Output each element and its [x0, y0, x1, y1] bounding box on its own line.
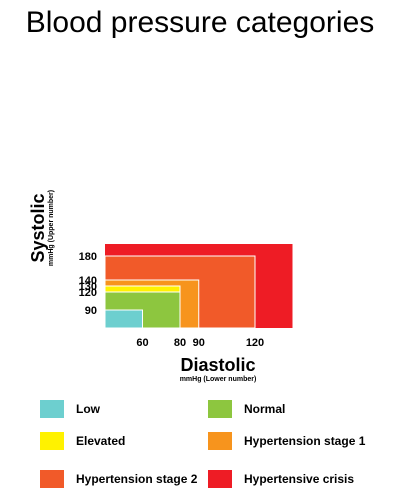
x-axis-subtitle: mmHg (Lower number)	[179, 375, 257, 383]
x-tick-label: 60	[136, 337, 148, 349]
x-tick-label: 120	[246, 337, 264, 349]
y-tick-label: 90	[85, 305, 97, 317]
legend-label: Normal	[244, 402, 286, 416]
legend-label: Elevated	[76, 434, 126, 448]
legend-item-low: Low	[40, 399, 100, 419]
legend-swatch	[40, 432, 64, 450]
legend-label: Low	[76, 402, 100, 416]
y-axis-subtitle: mmHg (Upper number)	[47, 189, 55, 267]
legend-item-elevated: Elevated	[40, 431, 125, 451]
legend-item-hypertensive-crisis: Hypertensive crisis	[208, 469, 354, 489]
legend-label: Hypertension stage 1	[244, 434, 366, 448]
x-tick-label: 80	[174, 337, 186, 349]
x-axis-ticks: 60 80 90 120	[136, 337, 264, 349]
legend-swatch	[40, 470, 64, 488]
legend-label: Hypertensive crisis	[244, 472, 355, 486]
x-tick-label: 90	[193, 337, 205, 349]
legend: Low Normal Elevated Hypertension stage 1…	[40, 395, 380, 495]
y-tick-label: 180	[79, 251, 97, 263]
legend-item-hypertension-stage-1: Hypertension stage 1	[208, 431, 365, 451]
y-tick-label: 120	[79, 287, 97, 299]
legend-swatch	[208, 470, 232, 488]
y-tick-label: 130	[79, 281, 97, 293]
chart-title: Blood pressure categories	[25, 6, 375, 39]
x-axis-label: Diastolic mmHg (Lower number)	[178, 355, 258, 383]
region-low	[104, 309, 143, 329]
legend-item-hypertension-stage-2: Hypertension stage 2	[40, 469, 197, 489]
legend-item-normal: Normal	[208, 399, 285, 419]
y-tick-label: 140	[79, 275, 97, 287]
legend-swatch	[208, 432, 232, 450]
legend-swatch	[208, 400, 232, 418]
x-axis-title: Diastolic	[180, 355, 256, 375]
y-axis-title: Systolic	[27, 193, 48, 263]
y-axis-label: Systolic mmHg (Upper number)	[22, 118, 62, 338]
category-regions	[104, 244, 293, 329]
legend-label: Hypertension stage 2	[76, 472, 198, 486]
legend-swatch	[40, 400, 64, 418]
